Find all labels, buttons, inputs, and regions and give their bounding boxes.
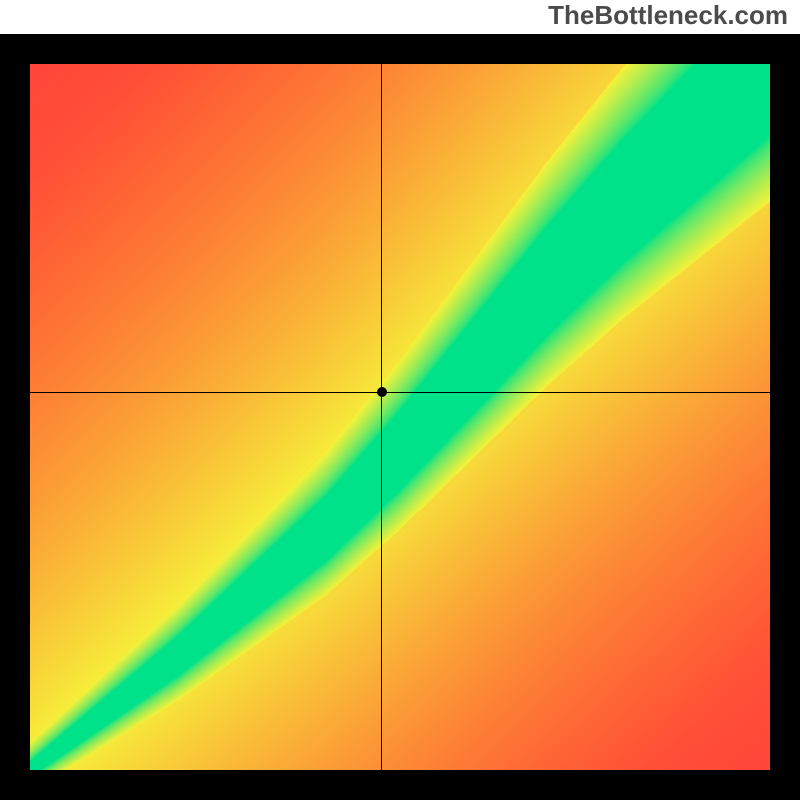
frame-bottom [0,770,800,800]
frame-right [770,34,800,800]
heatmap-canvas [30,64,770,770]
chart-container: TheBottleneck.com [0,0,800,800]
crosshair-horizontal [30,392,770,393]
crosshair-dot [377,387,387,397]
crosshair-vertical [381,64,382,770]
frame-top [0,34,800,64]
plot-area [30,64,770,770]
watermark-text: TheBottleneck.com [548,0,788,31]
frame-left [0,34,30,800]
